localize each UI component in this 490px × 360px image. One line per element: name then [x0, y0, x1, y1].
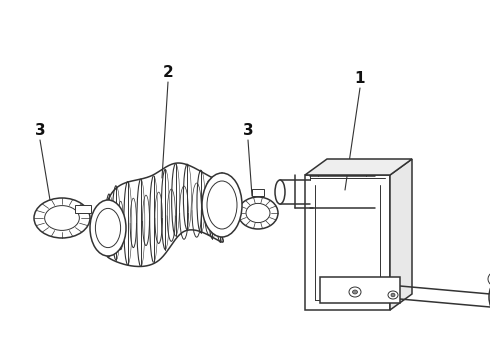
Ellipse shape — [489, 283, 490, 311]
Text: 3: 3 — [243, 122, 253, 138]
Ellipse shape — [246, 203, 270, 222]
FancyBboxPatch shape — [252, 189, 264, 196]
Ellipse shape — [238, 197, 278, 229]
Ellipse shape — [391, 293, 395, 297]
Text: 3: 3 — [35, 122, 45, 138]
Polygon shape — [390, 159, 412, 310]
FancyBboxPatch shape — [74, 204, 91, 212]
Ellipse shape — [45, 206, 79, 230]
Ellipse shape — [90, 200, 126, 256]
Ellipse shape — [388, 291, 398, 299]
Polygon shape — [320, 277, 400, 303]
Ellipse shape — [34, 198, 90, 238]
Ellipse shape — [352, 290, 358, 294]
Ellipse shape — [202, 173, 242, 237]
Text: 1: 1 — [355, 71, 365, 86]
Polygon shape — [305, 175, 390, 310]
Ellipse shape — [275, 180, 285, 204]
Text: 2: 2 — [163, 64, 173, 80]
Ellipse shape — [349, 287, 361, 297]
Ellipse shape — [488, 271, 490, 287]
Polygon shape — [305, 159, 412, 175]
